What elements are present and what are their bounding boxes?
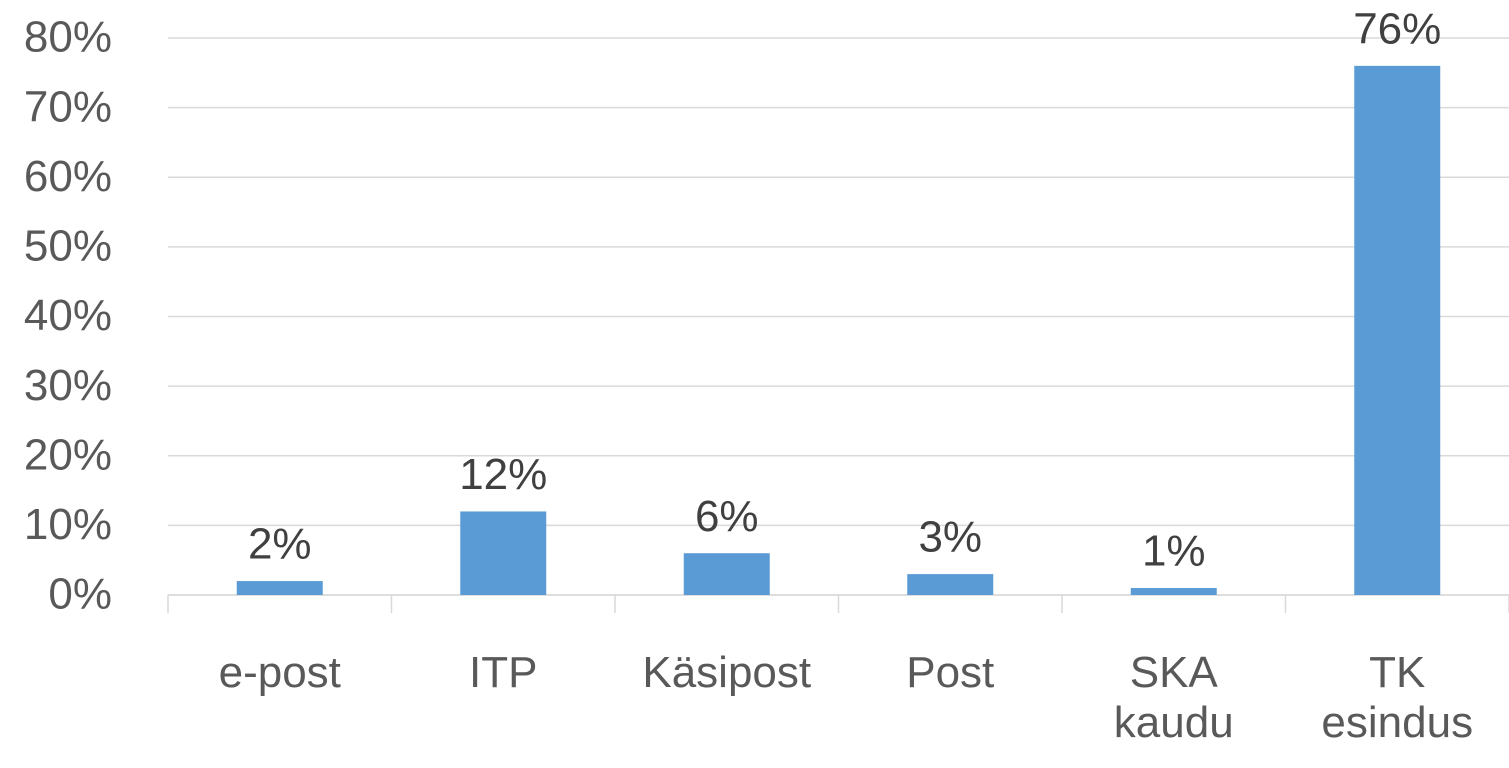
y-tick-label: 20% — [24, 430, 112, 479]
data-label: 12% — [459, 450, 547, 499]
y-tick-label: 80% — [24, 13, 112, 62]
y-tick-label: 0% — [48, 570, 112, 619]
data-label: 1% — [1142, 527, 1206, 576]
y-tick-label: 10% — [24, 500, 112, 549]
bar — [1354, 65, 1441, 596]
y-tick-label: 70% — [24, 82, 112, 131]
x-tick-label: TK esindus — [1321, 648, 1474, 747]
bar — [460, 511, 547, 595]
data-label: 3% — [918, 513, 982, 562]
bar — [1130, 588, 1217, 595]
x-tick-label: Post — [906, 648, 995, 697]
bar — [236, 581, 323, 595]
x-tick-label: Käsipost — [642, 648, 812, 697]
data-label: 76% — [1353, 4, 1441, 53]
x-tick-label: SKA kaudu — [1113, 648, 1234, 747]
y-tick-label: 50% — [24, 222, 112, 271]
x-tick-label: ITP — [469, 648, 538, 697]
y-tick-label: 60% — [24, 152, 112, 201]
x-tick-label: e-post — [218, 648, 341, 697]
data-label: 2% — [248, 520, 312, 569]
data-label: 6% — [695, 492, 759, 541]
bar — [907, 574, 994, 595]
y-tick-label: 40% — [24, 291, 112, 340]
bar — [683, 553, 770, 595]
y-tick-label: 30% — [24, 361, 112, 410]
